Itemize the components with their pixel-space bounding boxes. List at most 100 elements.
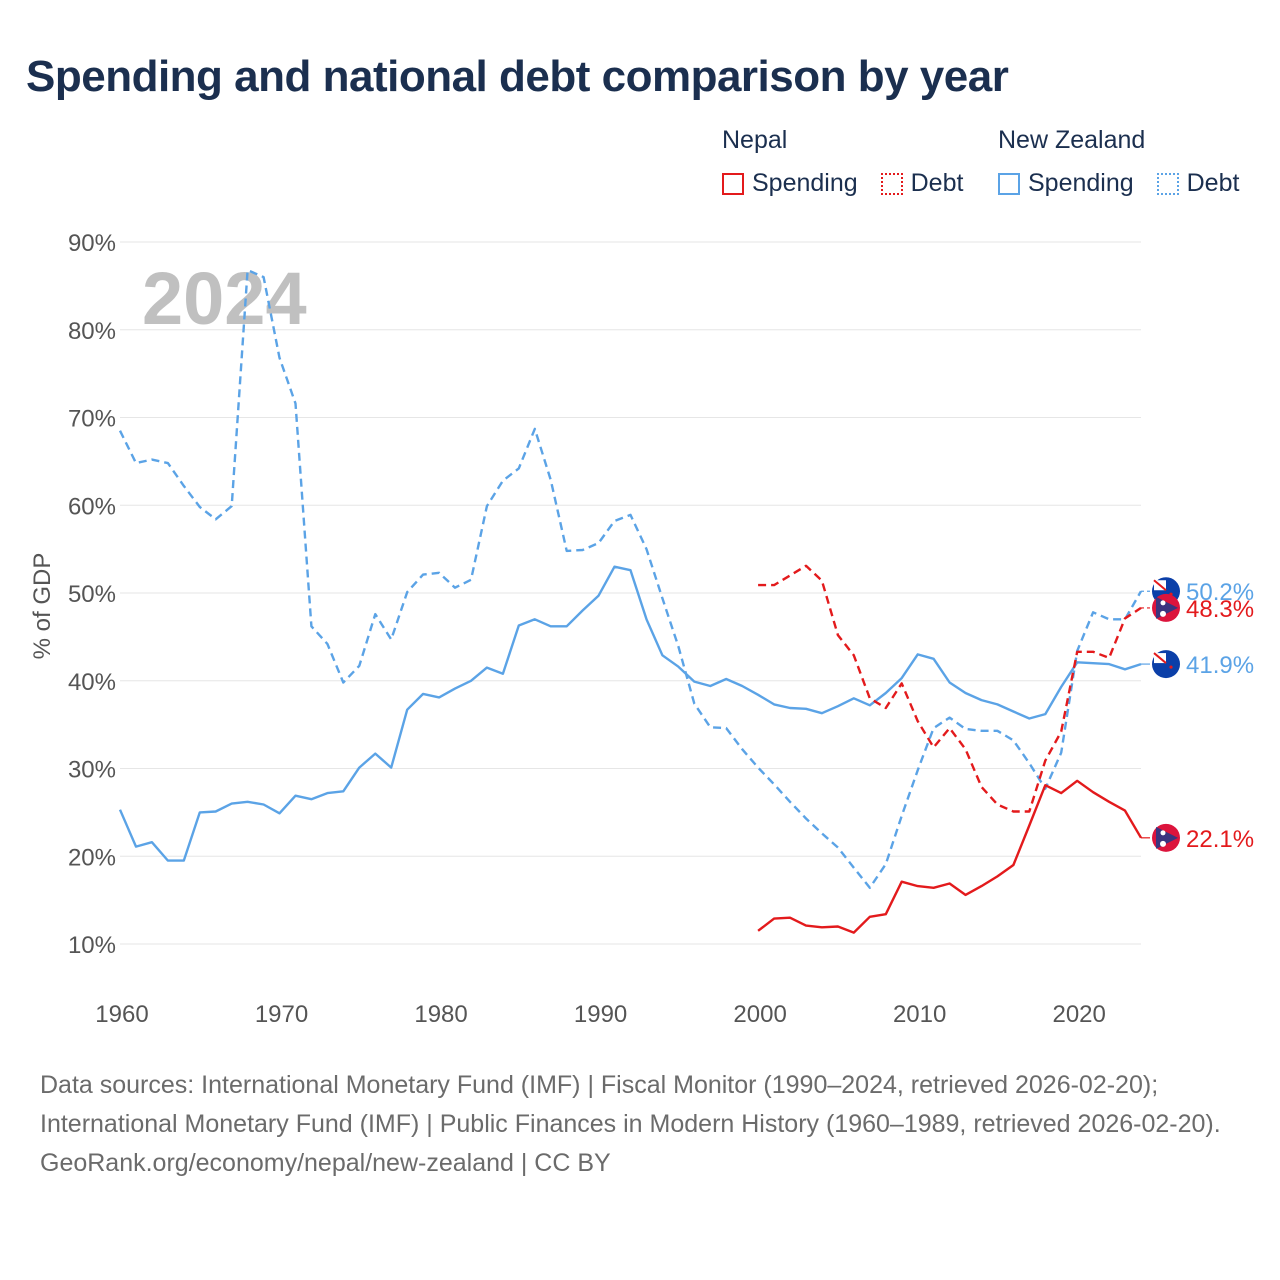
data-point-nepal-spending[interactable]	[1058, 790, 1064, 796]
data-point-new-zealand-spending[interactable]	[819, 710, 825, 716]
data-point-new-zealand-spending[interactable]	[292, 793, 298, 799]
data-point-nepal-spending[interactable]	[1042, 782, 1048, 788]
data-point-nepal-debt[interactable]	[819, 578, 825, 584]
data-point-new-zealand-debt[interactable]	[978, 728, 984, 734]
series-line-nepal-spending[interactable]	[757, 779, 1143, 934]
data-point-nepal-debt[interactable]	[947, 725, 953, 731]
data-point-nepal-spending[interactable]	[883, 911, 889, 917]
data-point-new-zealand-debt[interactable]	[596, 540, 602, 546]
data-point-new-zealand-debt[interactable]	[787, 799, 793, 805]
data-point-nepal-spending[interactable]	[1010, 862, 1016, 868]
data-point-new-zealand-debt[interactable]	[1106, 616, 1112, 622]
data-point-new-zealand-debt[interactable]	[133, 460, 139, 466]
data-point-new-zealand-spending[interactable]	[197, 809, 203, 815]
data-point-new-zealand-debt[interactable]	[484, 503, 490, 509]
data-point-nepal-debt[interactable]	[867, 695, 873, 701]
data-point-nepal-debt[interactable]	[1010, 808, 1016, 814]
data-point-nepal-debt[interactable]	[755, 582, 761, 588]
data-point-new-zealand-debt[interactable]	[229, 503, 235, 509]
series-line-new-zealand-spending[interactable]	[118, 565, 1142, 862]
data-point-new-zealand-spending[interactable]	[1042, 711, 1048, 717]
data-point-new-zealand-spending[interactable]	[500, 671, 506, 677]
data-point-new-zealand-debt[interactable]	[947, 715, 953, 721]
data-point-new-zealand-spending[interactable]	[1090, 660, 1096, 666]
data-point-new-zealand-debt[interactable]	[340, 680, 346, 686]
data-point-new-zealand-spending[interactable]	[133, 844, 139, 850]
data-point-nepal-debt[interactable]	[915, 718, 921, 724]
data-point-new-zealand-spending[interactable]	[628, 567, 634, 573]
data-point-nepal-spending[interactable]	[963, 892, 969, 898]
data-point-new-zealand-debt[interactable]	[420, 572, 426, 578]
data-point-new-zealand-spending[interactable]	[1026, 715, 1032, 721]
data-point-new-zealand-debt[interactable]	[468, 577, 474, 583]
data-point-new-zealand-spending[interactable]	[931, 656, 937, 662]
data-point-new-zealand-spending[interactable]	[181, 858, 187, 864]
data-point-nepal-spending[interactable]	[851, 930, 857, 936]
data-point-new-zealand-spending[interactable]	[1106, 661, 1112, 667]
data-point-new-zealand-spending[interactable]	[532, 616, 538, 622]
data-point-new-zealand-spending[interactable]	[739, 683, 745, 689]
data-point-new-zealand-debt[interactable]	[452, 585, 458, 591]
data-point-new-zealand-spending[interactable]	[771, 701, 777, 707]
data-point-new-zealand-debt[interactable]	[261, 274, 267, 280]
data-point-new-zealand-debt[interactable]	[213, 516, 219, 522]
data-point-new-zealand-spending[interactable]	[1010, 708, 1016, 714]
series-line-new-zealand-debt[interactable]	[118, 268, 1143, 889]
data-point-new-zealand-debt[interactable]	[580, 547, 586, 553]
data-point-nepal-spending[interactable]	[1074, 778, 1080, 784]
data-point-new-zealand-debt[interactable]	[883, 861, 889, 867]
data-point-new-zealand-spending[interactable]	[117, 807, 123, 813]
data-point-new-zealand-debt[interactable]	[1058, 750, 1064, 756]
data-point-nepal-spending[interactable]	[1106, 799, 1112, 805]
data-point-nepal-debt[interactable]	[994, 801, 1000, 807]
data-point-new-zealand-spending[interactable]	[899, 675, 905, 681]
data-point-new-zealand-spending[interactable]	[947, 680, 953, 686]
data-point-new-zealand-spending[interactable]	[915, 651, 921, 657]
data-point-new-zealand-spending[interactable]	[643, 616, 649, 622]
data-point-new-zealand-debt[interactable]	[1026, 760, 1032, 766]
data-point-new-zealand-spending[interactable]	[707, 683, 713, 689]
data-point-new-zealand-debt[interactable]	[356, 663, 362, 669]
data-point-nepal-spending[interactable]	[867, 914, 873, 920]
data-point-new-zealand-debt[interactable]	[675, 644, 681, 650]
data-point-nepal-spending[interactable]	[899, 879, 905, 885]
data-point-new-zealand-debt[interactable]	[436, 570, 442, 576]
data-point-new-zealand-spending[interactable]	[1122, 666, 1128, 672]
data-point-new-zealand-spending[interactable]	[149, 839, 155, 845]
data-point-new-zealand-spending[interactable]	[484, 665, 490, 671]
data-point-new-zealand-spending[interactable]	[261, 801, 267, 807]
data-point-new-zealand-spending[interactable]	[388, 765, 394, 771]
data-point-new-zealand-spending[interactable]	[580, 608, 586, 614]
data-point-new-zealand-spending[interactable]	[691, 679, 697, 685]
data-point-new-zealand-debt[interactable]	[388, 637, 394, 643]
data-point-new-zealand-debt[interactable]	[963, 726, 969, 732]
data-point-nepal-spending[interactable]	[787, 915, 793, 921]
data-point-new-zealand-debt[interactable]	[755, 765, 761, 771]
data-point-new-zealand-spending[interactable]	[356, 765, 362, 771]
data-point-new-zealand-debt[interactable]	[564, 548, 570, 554]
data-point-nepal-spending[interactable]	[1122, 808, 1128, 814]
data-point-nepal-spending[interactable]	[931, 885, 937, 891]
data-point-nepal-spending[interactable]	[755, 928, 761, 934]
data-point-new-zealand-spending[interactable]	[229, 801, 235, 807]
data-point-new-zealand-debt[interactable]	[803, 816, 809, 822]
data-point-new-zealand-debt[interactable]	[548, 477, 554, 483]
data-point-new-zealand-spending[interactable]	[675, 664, 681, 670]
data-point-nepal-spending[interactable]	[1090, 789, 1096, 795]
data-point-new-zealand-spending[interactable]	[165, 858, 171, 864]
data-point-nepal-debt[interactable]	[978, 784, 984, 790]
data-point-new-zealand-debt[interactable]	[867, 885, 873, 891]
data-point-nepal-debt[interactable]	[1074, 649, 1080, 655]
data-point-new-zealand-debt[interactable]	[628, 512, 634, 518]
data-point-nepal-debt[interactable]	[1090, 649, 1096, 655]
data-point-new-zealand-debt[interactable]	[691, 701, 697, 707]
data-point-new-zealand-spending[interactable]	[516, 622, 522, 628]
data-point-new-zealand-debt[interactable]	[612, 518, 618, 524]
data-point-nepal-spending[interactable]	[771, 916, 777, 922]
data-point-new-zealand-spending[interactable]	[851, 695, 857, 701]
data-point-nepal-debt[interactable]	[803, 563, 809, 569]
data-point-new-zealand-spending[interactable]	[277, 810, 283, 816]
legend-nz-spending[interactable]: Spending	[998, 169, 1134, 198]
data-point-new-zealand-spending[interactable]	[452, 686, 458, 692]
data-point-new-zealand-debt[interactable]	[835, 844, 841, 850]
